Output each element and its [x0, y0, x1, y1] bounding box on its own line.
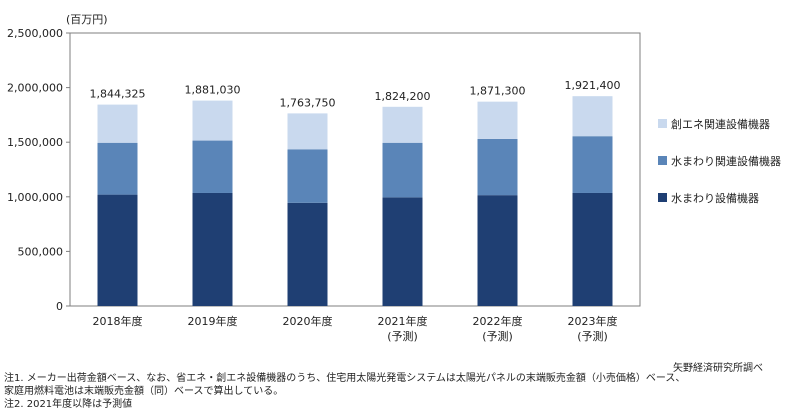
bar-total-label: 1,921,400 [565, 79, 621, 92]
legend-swatch [658, 156, 667, 165]
y-tick-label: 2,000,000 [7, 82, 63, 95]
bar-total-label: 1,763,750 [280, 96, 336, 109]
stacked-bar-chart: (百万円) 0 500,000 1,000,000 1,500,000 2,000,000… [7, 13, 781, 343]
plot-area-frame [69, 32, 641, 307]
bar-segment [572, 96, 613, 137]
legend-label: 水まわり設備機器 [671, 191, 759, 205]
bar-segment [382, 197, 423, 306]
bar-total-label: 1,871,300 [470, 85, 526, 98]
x-tick-sublabel: (予測) [387, 329, 418, 343]
bar-segment [382, 142, 423, 198]
x-tick-sublabel: (予測) [577, 329, 608, 343]
bar-segment [477, 195, 518, 306]
y-tick-label: 1,000,000 [7, 191, 63, 204]
bar-segment [192, 100, 233, 141]
legend-label: 水まわり関連設備機器 [671, 154, 781, 168]
bar-segment [192, 140, 233, 193]
bar-segment [477, 101, 518, 139]
x-tick-sublabel: (予測) [482, 329, 513, 343]
x-tick-label: 2019年度 [188, 314, 238, 328]
bar-segment [477, 138, 518, 196]
legend-swatch [658, 193, 667, 202]
x-tick-label: 2018年度 [93, 314, 143, 328]
bar-segment [287, 202, 328, 306]
bar-segment [97, 142, 138, 195]
footnote-1: 注1. メーカー出荷金額ベース、なお、省エネ・創エネ設備機器のうち、住宅用太陽光… [4, 373, 686, 384]
bar-segment [97, 194, 138, 306]
x-tick-label: 2022年度 [473, 314, 523, 328]
footnote-1-cont: 家庭用燃料電池は末端販売金額（同）ベースで算出している。 [4, 386, 284, 397]
footnote-2: 注2. 2021年度以降は予測値 [4, 399, 133, 410]
footnotes: 注1. メーカー出荷金額ベース、なお、省エネ・創エネ設備機器のうち、住宅用太陽光… [4, 372, 784, 411]
bar-segment [97, 104, 138, 143]
y-tick-label: 1,500,000 [7, 136, 63, 149]
bar-total-label: 1,881,030 [185, 84, 241, 97]
y-tick-label: 500,000 [18, 245, 64, 258]
y-tick-label: 0 [56, 300, 63, 313]
legend-label: 創エネ関連設備機器 [671, 117, 770, 131]
bar-total-label: 1,824,200 [375, 90, 431, 103]
legend-swatch [658, 119, 667, 128]
x-tick-label: 2021年度 [378, 314, 428, 328]
bar-total-label: 1,844,325 [90, 88, 146, 101]
y-tick-label: 2,500,000 [7, 27, 63, 40]
bar-segment [287, 149, 328, 203]
bar-segment [572, 192, 613, 306]
bar-segment [287, 113, 328, 150]
bar-segment [192, 192, 233, 306]
y-unit-label: (百万円) [66, 13, 108, 26]
bar-segment [382, 106, 423, 143]
bar-segment [572, 136, 613, 193]
x-tick-label: 2023年度 [568, 314, 618, 328]
source-credit: 矢野経済研究所調べ [673, 363, 763, 374]
x-tick-label: 2020年度 [283, 314, 333, 328]
